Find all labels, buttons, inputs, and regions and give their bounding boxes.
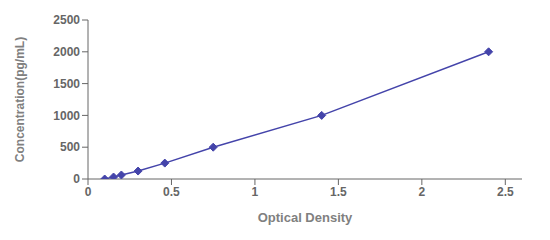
- svg-text:1500: 1500: [53, 77, 80, 91]
- svg-text:2.5: 2.5: [497, 185, 514, 199]
- svg-text:Optical Density: Optical Density: [258, 210, 353, 225]
- svg-text:2500: 2500: [53, 13, 80, 27]
- svg-text:Concentration(pg/mL): Concentration(pg/mL): [13, 37, 27, 162]
- svg-text:2: 2: [419, 185, 426, 199]
- svg-text:0: 0: [85, 185, 92, 199]
- svg-text:2000: 2000: [53, 45, 80, 59]
- svg-text:1000: 1000: [53, 109, 80, 123]
- svg-text:1: 1: [252, 185, 259, 199]
- svg-text:0: 0: [73, 172, 80, 186]
- svg-text:0.5: 0.5: [163, 185, 180, 199]
- svg-text:1.5: 1.5: [330, 185, 347, 199]
- svg-text:500: 500: [60, 140, 80, 154]
